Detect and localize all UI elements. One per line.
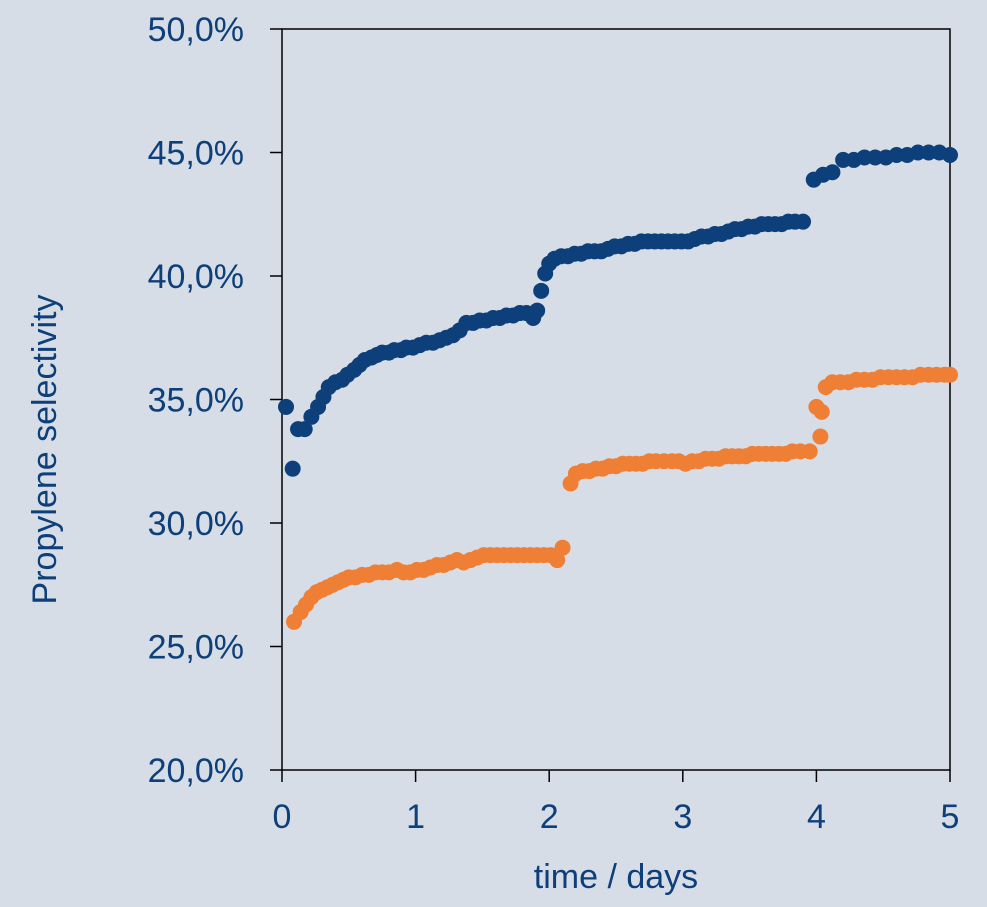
plot-frame [281, 28, 951, 771]
x-tick-label: 0 [273, 798, 292, 836]
series-1 [278, 144, 958, 477]
data-point [801, 443, 818, 460]
data-point [533, 282, 550, 299]
axes [281, 28, 951, 771]
y-axis-label: Propylene selectivity [26, 295, 64, 605]
series-layer [278, 144, 958, 630]
y-axis-ticks: 20,0% 25,0% 30,0% 35,0% 40,0% 45,0% 50,0% [148, 11, 282, 790]
data-point [284, 460, 301, 477]
y-tick-label: 45,0% [148, 135, 244, 173]
x-tick-label: 2 [540, 798, 559, 836]
y-tick-label: 40,0% [148, 258, 244, 296]
data-point [549, 552, 566, 569]
data-point [795, 213, 812, 230]
data-point [554, 539, 571, 556]
data-point [824, 164, 841, 181]
x-tick-label: 3 [673, 798, 692, 836]
data-point [278, 398, 295, 415]
y-tick-label: 25,0% [148, 629, 244, 667]
data-point [942, 366, 958, 383]
y-tick-label: 30,0% [148, 505, 244, 543]
series-2 [286, 366, 958, 630]
x-tick-label: 1 [406, 798, 425, 836]
y-tick-label: 50,0% [148, 11, 244, 49]
x-axis-ticks: 0 1 2 3 4 5 [273, 770, 960, 836]
y-tick-label: 20,0% [148, 752, 244, 790]
data-point [529, 302, 546, 319]
x-axis-label: time / days [534, 858, 698, 896]
data-point [813, 403, 830, 420]
data-point [296, 421, 313, 438]
data-point [812, 428, 829, 445]
x-tick-label: 5 [941, 798, 960, 836]
x-tick-label: 4 [807, 798, 826, 836]
y-tick-label: 35,0% [148, 382, 244, 420]
data-point [942, 146, 958, 163]
